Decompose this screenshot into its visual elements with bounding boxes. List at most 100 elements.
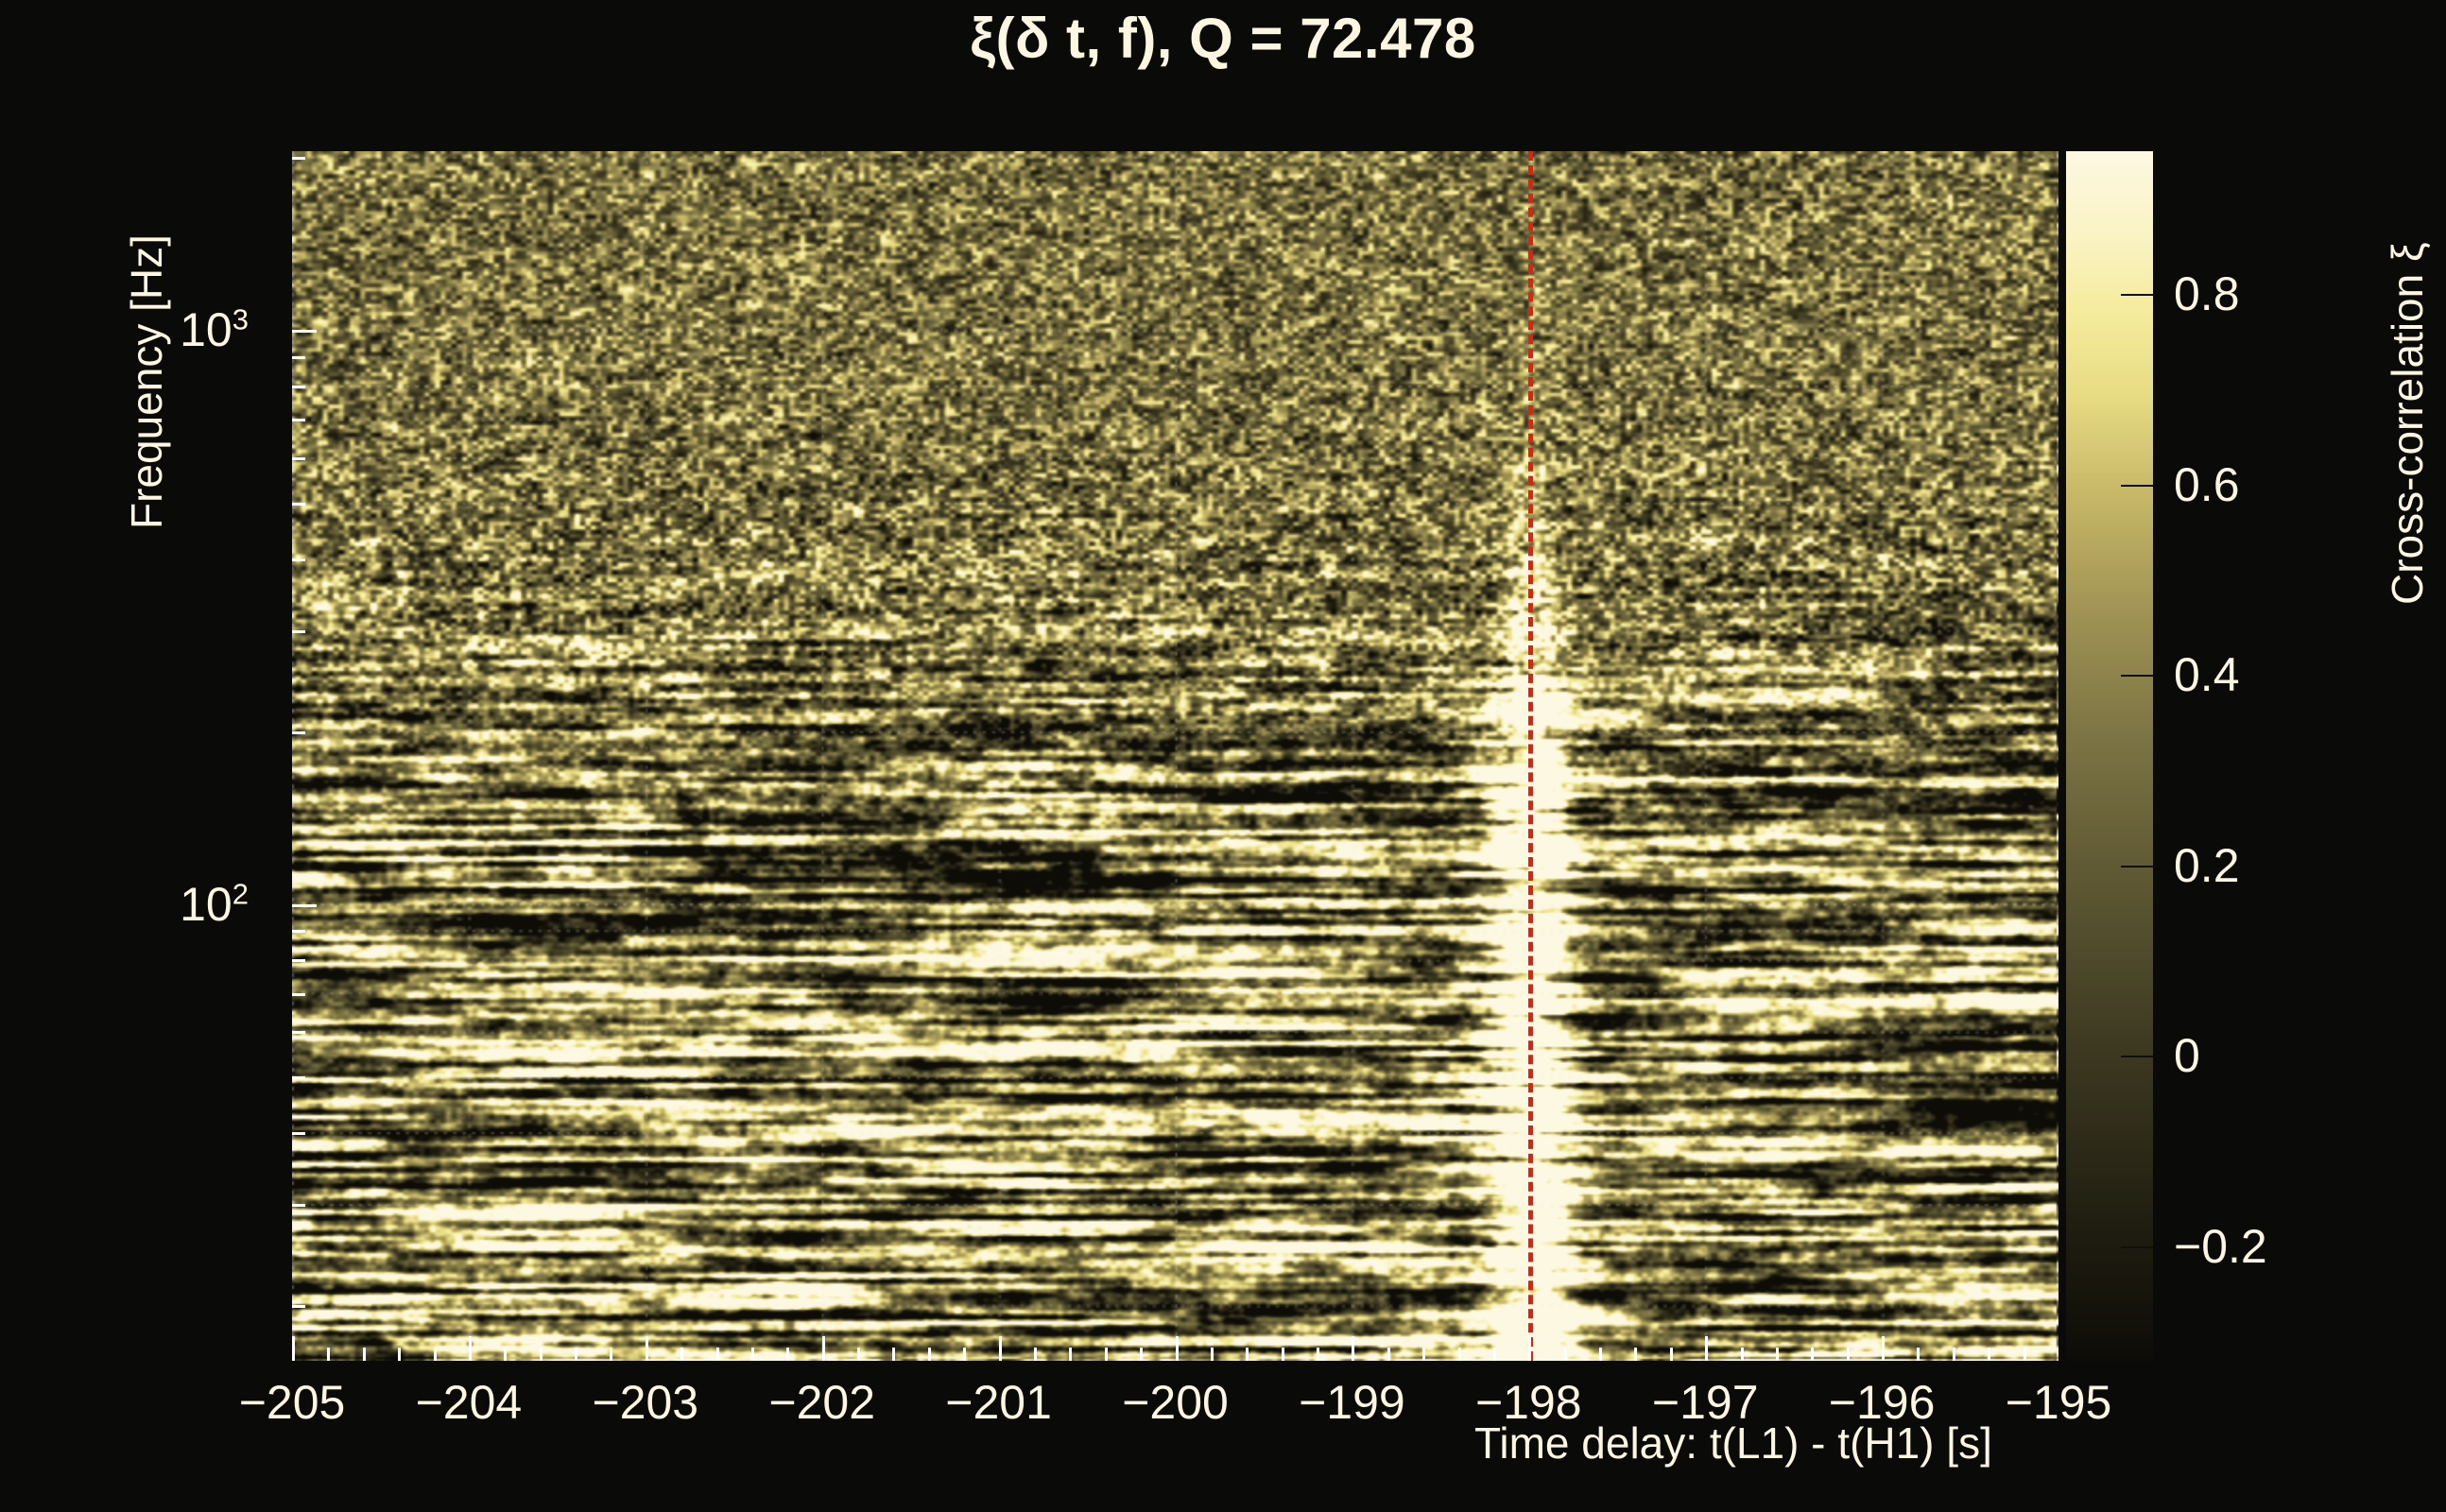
x-axis-tick-label: −202	[768, 1376, 875, 1429]
x-axis-minor-tick	[1281, 1348, 1284, 1361]
y-axis-tick-label: 102	[180, 876, 249, 931]
x-axis-tick	[998, 1336, 1002, 1361]
colorbar-tick-label: 0.6	[2174, 457, 2240, 511]
x-axis-tick	[1705, 1336, 1709, 1361]
x-axis-minor-tick	[1669, 1348, 1673, 1361]
y-axis-minor-tick	[292, 992, 305, 996]
x-axis-tick-label: −198	[1474, 1376, 1582, 1429]
x-axis-tick-label: −199	[1299, 1376, 1405, 1429]
colorbar-title: Cross-correlation ξ	[2383, 242, 2432, 605]
x-axis-minor-tick	[1317, 1348, 1320, 1361]
x-axis-minor-tick	[1210, 1348, 1214, 1361]
colorbar-tick	[2121, 484, 2153, 487]
y-axis-title: Frequency [Hz]	[122, 234, 171, 529]
x-axis-minor-tick	[1140, 1348, 1144, 1361]
spectrogram-image	[292, 151, 2058, 1361]
x-axis-minor-tick	[1422, 1348, 1426, 1361]
x-axis-minor-tick	[715, 1348, 719, 1361]
x-axis-minor-tick	[680, 1348, 684, 1361]
x-axis-minor-tick	[1104, 1348, 1108, 1361]
x-axis-minor-tick	[1246, 1348, 1249, 1361]
x-axis-minor-tick	[1457, 1348, 1461, 1361]
x-axis-tick-label: −204	[415, 1376, 523, 1429]
colorbar-tick	[2121, 294, 2153, 297]
x-axis-minor-tick	[963, 1348, 967, 1361]
x-axis-minor-tick	[1387, 1348, 1390, 1361]
x-axis-tick	[821, 1336, 825, 1361]
colorbar-tick-label: 0	[2174, 1029, 2200, 1083]
y-axis-minor-tick	[292, 959, 305, 963]
y-axis-minor-tick	[292, 1132, 305, 1136]
colorbar-tick-label: 0.4	[2174, 648, 2240, 702]
y-axis-minor-tick	[292, 502, 305, 506]
y-axis-minor-tick	[292, 1305, 305, 1309]
x-axis-tick-label: −200	[1122, 1376, 1229, 1429]
x-axis-minor-tick	[892, 1348, 896, 1361]
x-axis-minor-tick	[1634, 1348, 1638, 1361]
x-axis-minor-tick	[1988, 1348, 1991, 1361]
x-axis-minor-tick	[927, 1348, 931, 1361]
colorbar-tick	[2121, 675, 2153, 678]
colorbar[interactable]	[2066, 151, 2153, 1361]
colorbar-tick-label: 0.8	[2174, 267, 2240, 321]
x-axis-minor-tick	[1846, 1348, 1850, 1361]
colorbar-tick	[2121, 1056, 2153, 1058]
x-axis-tick-label: −197	[1651, 1376, 1759, 1429]
colorbar-tick-label: −0.2	[2174, 1220, 2267, 1274]
x-axis-tick-label: −203	[592, 1376, 699, 1429]
y-axis-minor-tick	[292, 355, 305, 359]
y-axis-minor-tick	[292, 419, 305, 422]
x-axis-minor-tick	[1033, 1348, 1037, 1361]
x-axis-tick	[645, 1336, 648, 1361]
x-axis-tick-label: −195	[2005, 1376, 2112, 1429]
x-axis-minor-tick	[857, 1348, 861, 1361]
x-axis-minor-tick	[1775, 1348, 1779, 1361]
colorbar-tick-label: 0.2	[2174, 838, 2240, 892]
page-title: ξ(δ t, f), Q = 72.478	[970, 7, 1476, 70]
y-axis-minor-tick	[292, 1031, 305, 1035]
x-axis-minor-tick	[1599, 1348, 1603, 1361]
x-axis-minor-tick	[327, 1348, 331, 1361]
y-axis-minor-tick	[292, 930, 305, 934]
x-axis-title: Time delay: t(L1) - t(H1) [s]	[1474, 1418, 1992, 1468]
x-axis-minor-tick	[1563, 1348, 1567, 1361]
x-axis-minor-tick	[1069, 1348, 1073, 1361]
y-axis-minor-tick	[292, 157, 305, 161]
x-axis-minor-tick	[1740, 1348, 1744, 1361]
x-axis-tick-label: −201	[945, 1376, 1052, 1429]
spectrogram-plot[interactable]	[292, 151, 2058, 1361]
y-axis-minor-tick	[292, 558, 305, 561]
x-axis-minor-tick	[362, 1348, 366, 1361]
x-axis-tick	[1528, 1336, 1532, 1361]
colorbar-tick	[2121, 1246, 2153, 1249]
y-axis-minor-tick	[292, 456, 305, 460]
x-axis-minor-tick	[786, 1348, 790, 1361]
y-axis-minor-tick	[292, 629, 305, 633]
x-axis-minor-tick	[539, 1348, 543, 1361]
y-axis-tick	[292, 330, 317, 334]
x-axis-tick	[292, 1336, 295, 1361]
x-axis-minor-tick	[575, 1348, 578, 1361]
y-axis-minor-tick	[292, 1076, 305, 1080]
y-axis-tick-label: 103	[180, 302, 249, 357]
x-axis-tick	[1352, 1336, 1355, 1361]
y-axis-minor-tick	[292, 385, 305, 388]
x-axis-tick-label: −196	[1828, 1376, 1936, 1429]
colorbar-gradient	[2066, 151, 2153, 1361]
x-axis-minor-tick	[433, 1348, 437, 1361]
x-axis-minor-tick	[504, 1348, 508, 1361]
x-axis-minor-tick	[398, 1348, 402, 1361]
x-axis-minor-tick	[750, 1348, 754, 1361]
x-axis-minor-tick	[2023, 1348, 2026, 1361]
x-axis-tick	[1175, 1336, 1179, 1361]
x-axis-minor-tick	[1917, 1348, 1921, 1361]
y-axis-minor-tick	[292, 730, 305, 734]
x-axis-minor-tick	[1811, 1348, 1815, 1361]
x-axis-tick	[1882, 1336, 1886, 1361]
x-axis-minor-tick	[1492, 1348, 1496, 1361]
colorbar-tick	[2121, 865, 2153, 868]
x-axis-tick	[468, 1336, 472, 1361]
x-axis-tick-label: −205	[238, 1376, 346, 1429]
x-axis-minor-tick	[610, 1348, 613, 1361]
